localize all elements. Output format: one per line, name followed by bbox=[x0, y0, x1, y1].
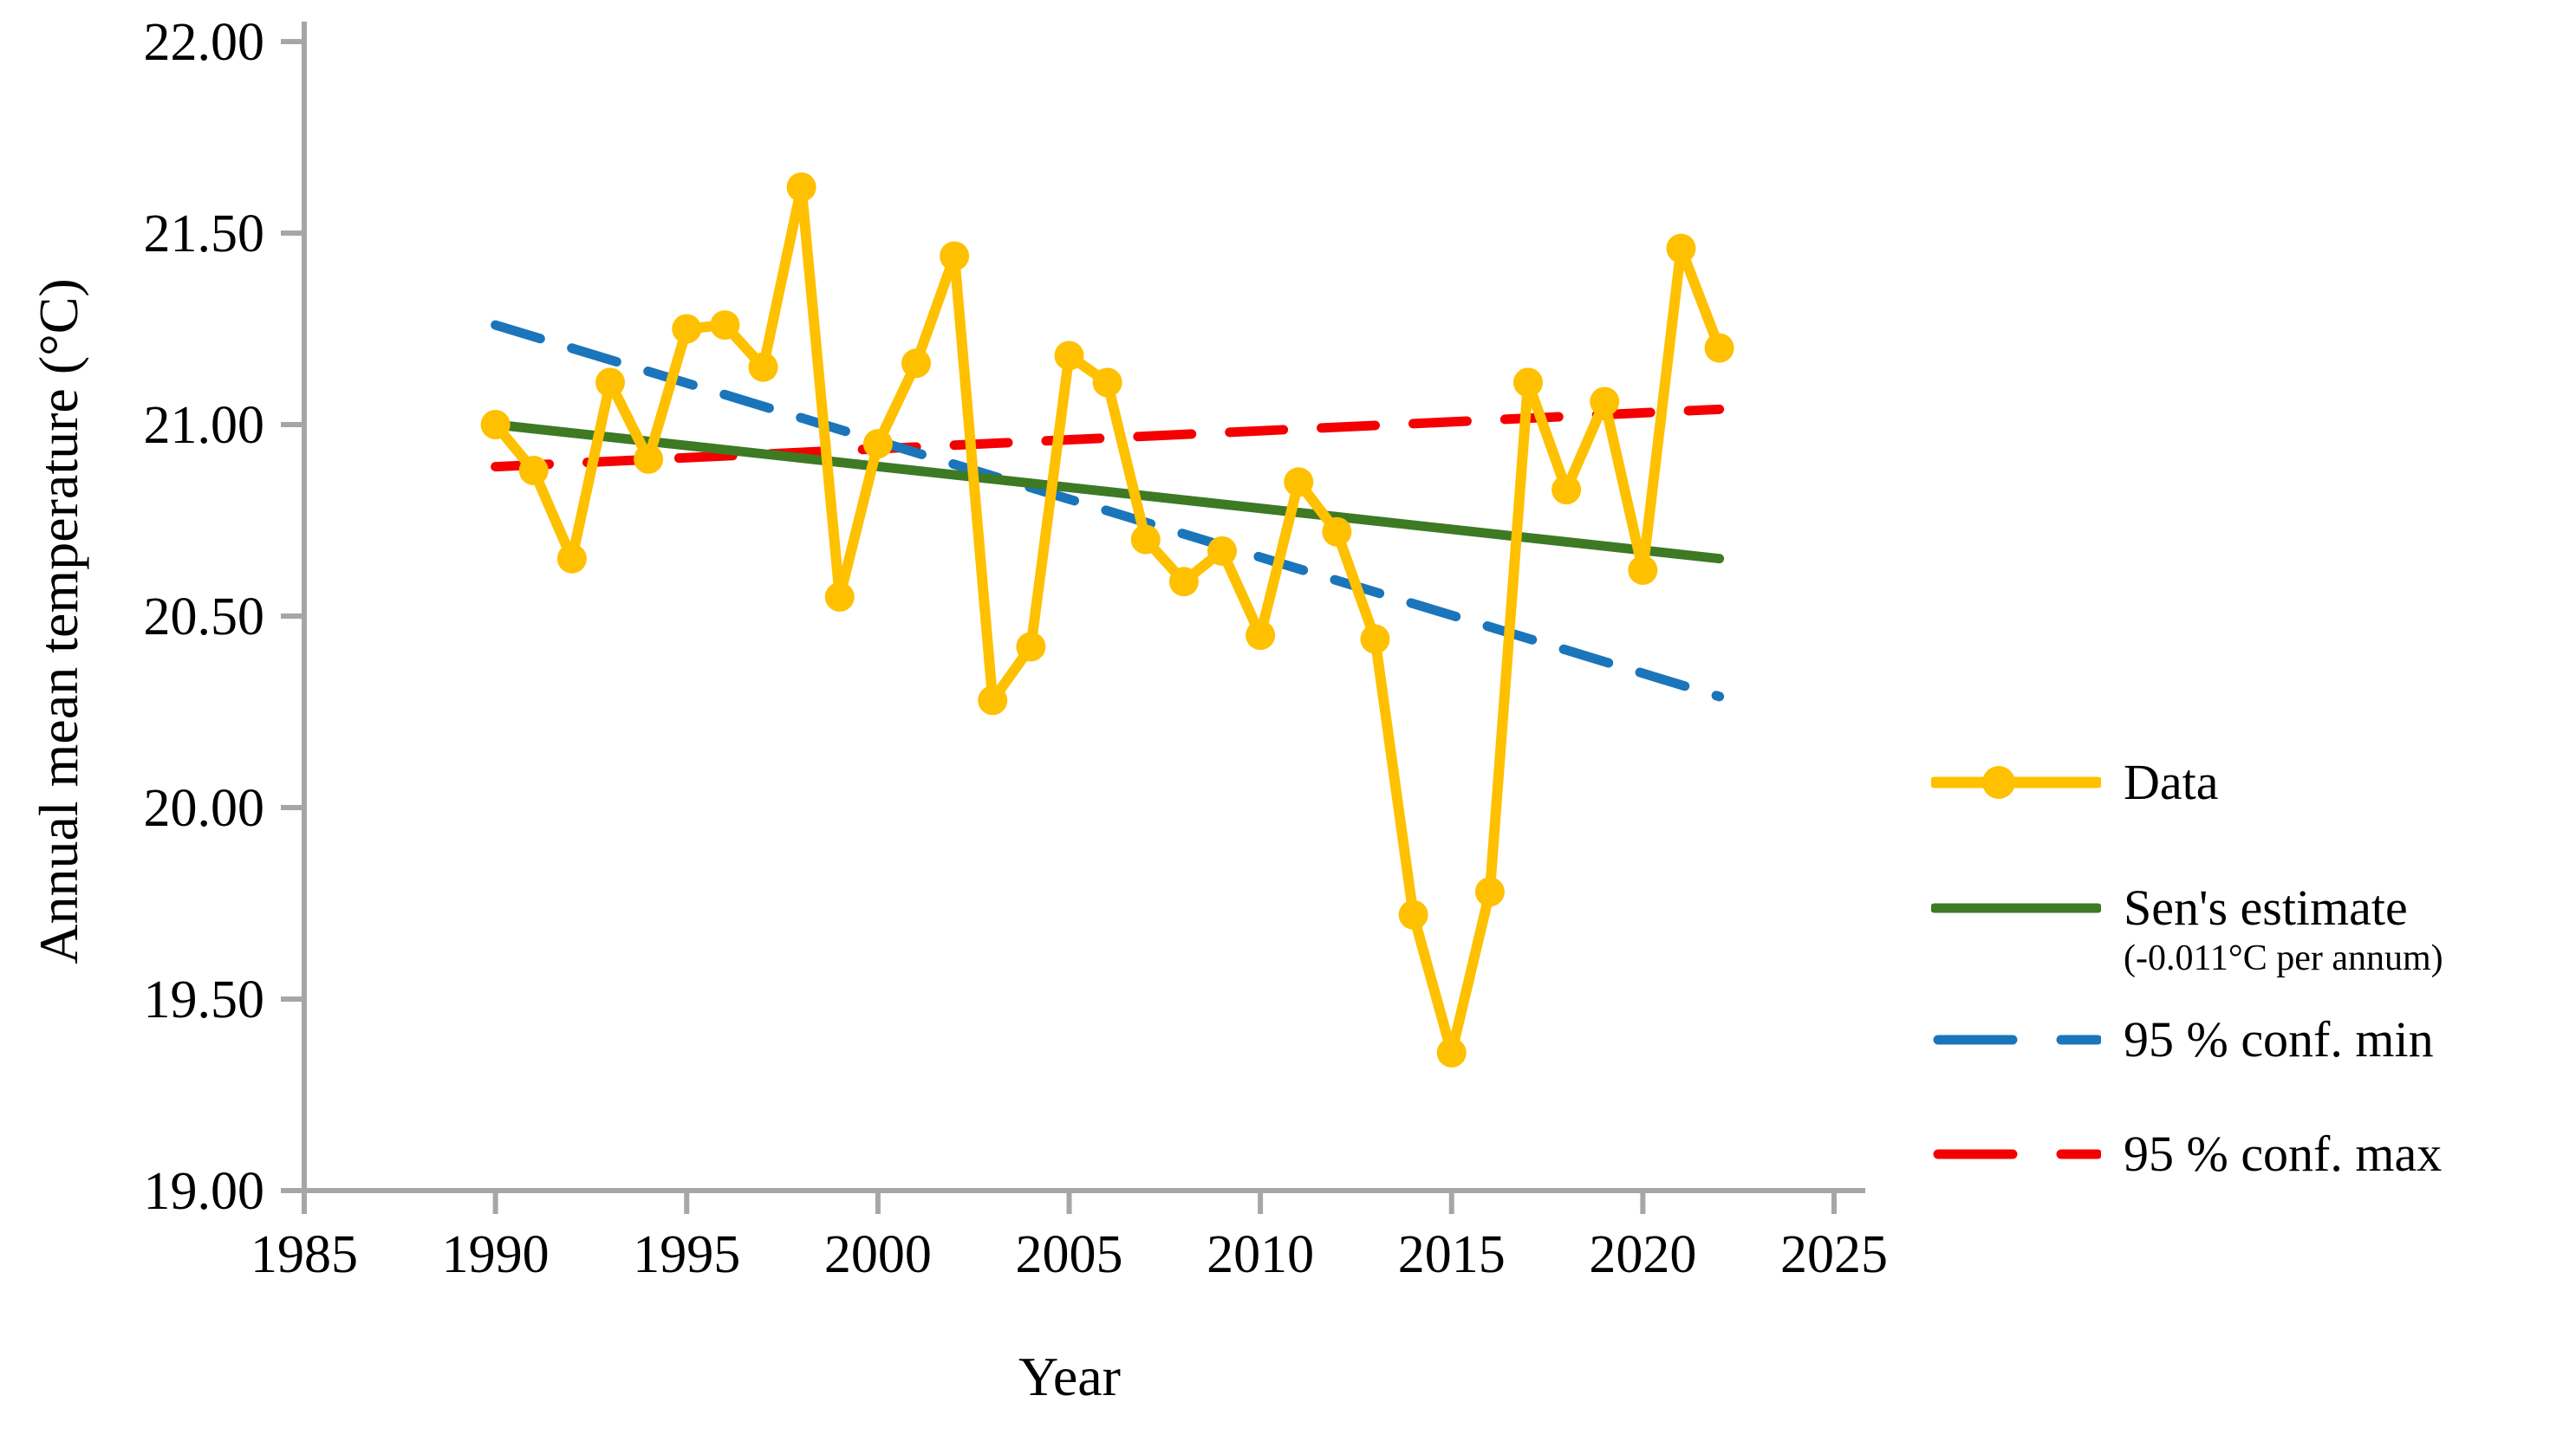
legend-item-conf-max: 95 % conf. max bbox=[1931, 1117, 2564, 1191]
data-point bbox=[862, 429, 893, 459]
data-point bbox=[1360, 624, 1390, 654]
data-point bbox=[1474, 877, 1505, 907]
y-tick-label: 22.00 bbox=[144, 13, 265, 72]
data-point bbox=[1054, 341, 1084, 371]
data-point bbox=[1551, 475, 1582, 505]
data-point bbox=[748, 352, 778, 382]
y-tick-label: 21.50 bbox=[144, 204, 265, 263]
data-point bbox=[824, 581, 855, 612]
data-point bbox=[556, 543, 587, 574]
conf-min-line bbox=[491, 320, 1725, 702]
legend-label-sen: Sen's estimate bbox=[2124, 880, 2408, 936]
data-point bbox=[634, 444, 664, 474]
legend-sublabel-sen: (-0.011°C per annum) bbox=[2124, 938, 2443, 978]
data-point bbox=[1666, 233, 1696, 263]
data-point bbox=[786, 172, 816, 202]
data-point bbox=[1284, 467, 1314, 497]
y-tick-label: 19.00 bbox=[144, 1162, 265, 1221]
legend: Data Sen's estimate (-0.011°C per annum)… bbox=[1931, 741, 2564, 1191]
sen-series-swatch-icon bbox=[1931, 882, 2101, 934]
conf-min-swatch-icon bbox=[1931, 1014, 2101, 1066]
sen-estimate-line bbox=[491, 419, 1725, 564]
x-tick-label: 1990 bbox=[442, 1225, 550, 1284]
conf-max-line bbox=[491, 404, 1725, 472]
data-point bbox=[1590, 386, 1620, 417]
data-point bbox=[1398, 899, 1428, 930]
x-tick-label: 2005 bbox=[1016, 1225, 1123, 1284]
data-point bbox=[1513, 367, 1543, 398]
data-point bbox=[480, 410, 511, 439]
data-point bbox=[1704, 333, 1734, 363]
x-tick-label: 1995 bbox=[633, 1225, 740, 1284]
x-tick-label: 2025 bbox=[1780, 1225, 1888, 1284]
x-tick-label: 2010 bbox=[1207, 1225, 1314, 1284]
legend-label-conf-max: 95 % conf. max bbox=[2124, 1126, 2443, 1182]
data-point bbox=[710, 310, 740, 341]
y-axis-title: Annual mean temperature (°C) bbox=[28, 278, 89, 964]
legend-label-conf-min: 95 % conf. min bbox=[2124, 1011, 2434, 1068]
data-point bbox=[672, 314, 702, 344]
data-point bbox=[1628, 555, 1658, 585]
data-point bbox=[940, 241, 970, 271]
data-point bbox=[1168, 567, 1199, 597]
data-point bbox=[1130, 524, 1161, 555]
y-tick-label: 21.00 bbox=[144, 396, 265, 455]
legend-item-data: Data bbox=[1931, 741, 2564, 824]
x-tick-label: 2020 bbox=[1589, 1225, 1696, 1284]
data-point bbox=[978, 685, 1008, 716]
data-series-swatch-icon bbox=[1931, 756, 2101, 808]
x-tick-label: 1985 bbox=[250, 1225, 358, 1284]
data-point bbox=[595, 367, 625, 398]
conf-max-swatch-icon bbox=[1931, 1128, 2101, 1180]
legend-item-sen: Sen's estimate bbox=[1931, 878, 2564, 938]
data-point bbox=[1322, 516, 1352, 547]
data-point bbox=[1436, 1037, 1467, 1068]
legend-item-conf-min: 95 % conf. min bbox=[1931, 1003, 2564, 1077]
data-point bbox=[518, 456, 549, 486]
y-tick-label: 20.50 bbox=[144, 587, 265, 646]
y-tick-label: 19.50 bbox=[144, 970, 265, 1029]
data-point bbox=[1207, 536, 1237, 566]
data-point bbox=[1016, 632, 1046, 662]
x-axis-title: Year bbox=[1018, 1346, 1121, 1407]
data-point bbox=[1246, 620, 1276, 651]
legend-label-data: Data bbox=[2124, 754, 2219, 810]
x-tick-label: 2000 bbox=[824, 1225, 932, 1284]
x-tick-label: 2015 bbox=[1398, 1225, 1506, 1284]
y-tick-label: 20.00 bbox=[144, 779, 265, 838]
data-point bbox=[901, 348, 931, 379]
data-point bbox=[1092, 367, 1122, 398]
